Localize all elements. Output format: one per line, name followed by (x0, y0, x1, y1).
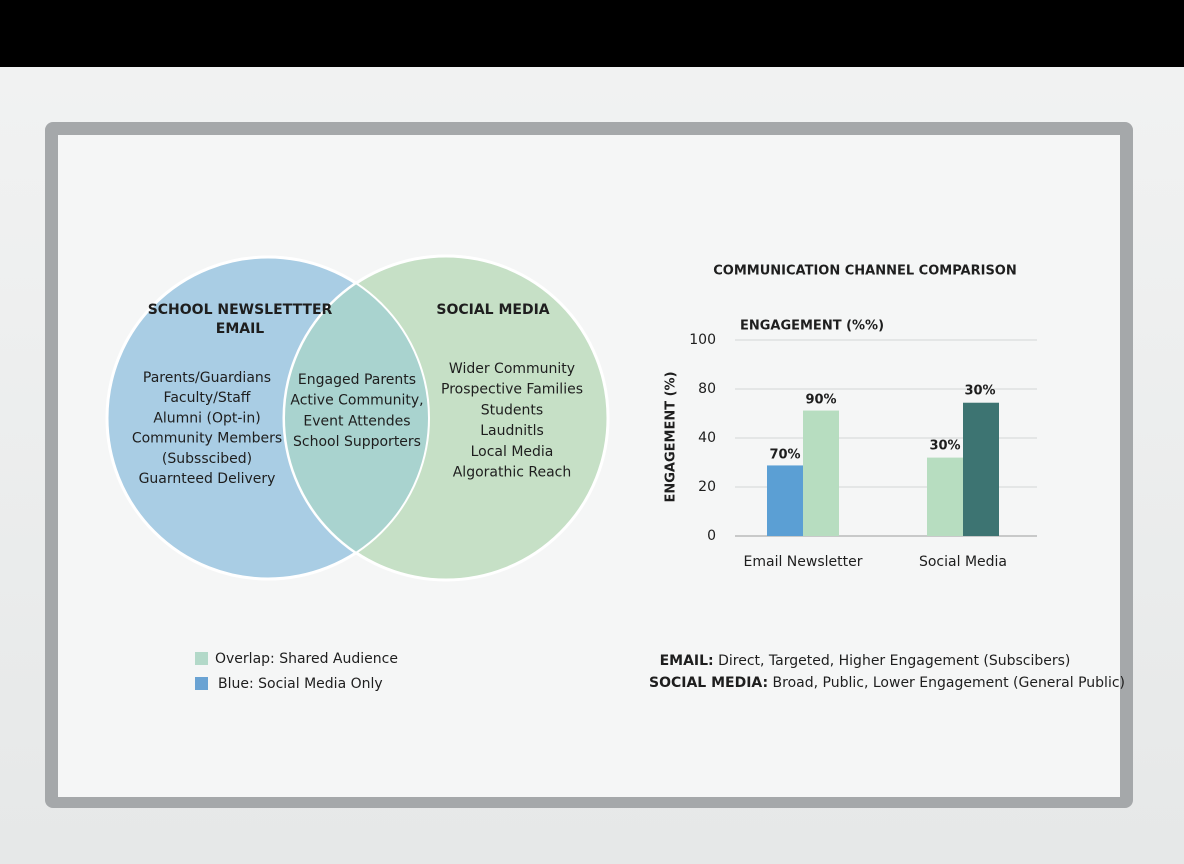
venn-item: Alumni (Opt-in) (153, 410, 260, 426)
venn-item: Parents/Guardians (143, 370, 271, 386)
venn-item: (Subsscibed) (162, 451, 252, 467)
top-bar (0, 0, 1184, 67)
bar (803, 410, 839, 536)
y-axis-title: ENGAGEMENT (%) (664, 371, 679, 502)
venn-item: Guarnteed Delivery (139, 471, 276, 487)
y-tick-label: 20 (698, 479, 716, 495)
note-text: Direct, Targeted, Higher Engagement (Sub… (714, 653, 1071, 669)
note-key: SOCIAL MEDIA: (649, 675, 768, 691)
venn-item: Faculty/Staff (164, 390, 251, 406)
venn-item: Engaged Parents (298, 372, 416, 388)
venn-item: Event Attendes (303, 413, 410, 429)
venn-item: Students (481, 402, 543, 418)
notes: EMAIL: Direct, Targeted, Higher Engageme… (649, 653, 1125, 691)
note-key: EMAIL: (660, 653, 714, 669)
annotation: 90% (805, 393, 836, 408)
venn (105, 254, 610, 582)
venn-item: Community Members (132, 431, 282, 447)
right-outline (283, 255, 609, 581)
y-tick-label: 80 (698, 381, 716, 397)
chart-subtitle: ENGAGEMENT (%%) (740, 319, 884, 334)
bar (927, 457, 963, 536)
legend-swatch (195, 677, 208, 690)
annotation: 30% (964, 384, 995, 399)
bar (963, 402, 999, 536)
y-tick-label: 0 (707, 528, 716, 544)
annotation: 70% (769, 448, 800, 463)
chart-title: COMMUNICATION CHANNEL COMPARISON (713, 264, 1017, 279)
venn-title: SOCIAL MEDIA (436, 302, 549, 318)
venn-item: Prospective Families (441, 382, 583, 398)
annotation: 30% (929, 439, 960, 454)
venn-text: SCHOOL NEWSLETTTER EMAIL Parents/Guardians… (132, 302, 583, 487)
note-text: Broad, Public, Lower Engagement (General… (768, 675, 1125, 691)
venn-item: Active Community, (290, 393, 423, 409)
venn-item: Local Media (471, 444, 554, 460)
legend: Overlap: Shared Audience Blue: Social Me… (195, 651, 398, 692)
legend-label: Blue: Social Media Only (218, 676, 383, 692)
left-outline (106, 256, 430, 580)
legend-label: Overlap: Shared Audience (215, 651, 398, 667)
venn-item: Laudnitls (480, 423, 544, 439)
venn-item: School Supporters (293, 434, 421, 450)
venn-title: SCHOOL NEWSLETTTER (148, 302, 333, 318)
legend-swatch (195, 652, 208, 665)
venn-item: Algorathic Reach (453, 465, 572, 481)
venn-title: EMAIL (216, 321, 265, 337)
note: SOCIAL MEDIA: Broad, Public, Lower Engag… (649, 675, 1125, 691)
venn-item: Wider Community (449, 361, 575, 377)
bar-chart: COMMUNICATION CHANNEL COMPARISON ENGAGEM… (664, 264, 1037, 570)
y-tick-label: 40 (698, 430, 716, 446)
y-tick-label: 100 (689, 332, 716, 348)
overlap (284, 257, 429, 579)
note: EMAIL: Direct, Targeted, Higher Engageme… (660, 653, 1071, 669)
x-tick-label: Email Newsletter (744, 554, 863, 570)
bar (767, 465, 803, 536)
x-tick-label: Social Media (919, 554, 1007, 570)
